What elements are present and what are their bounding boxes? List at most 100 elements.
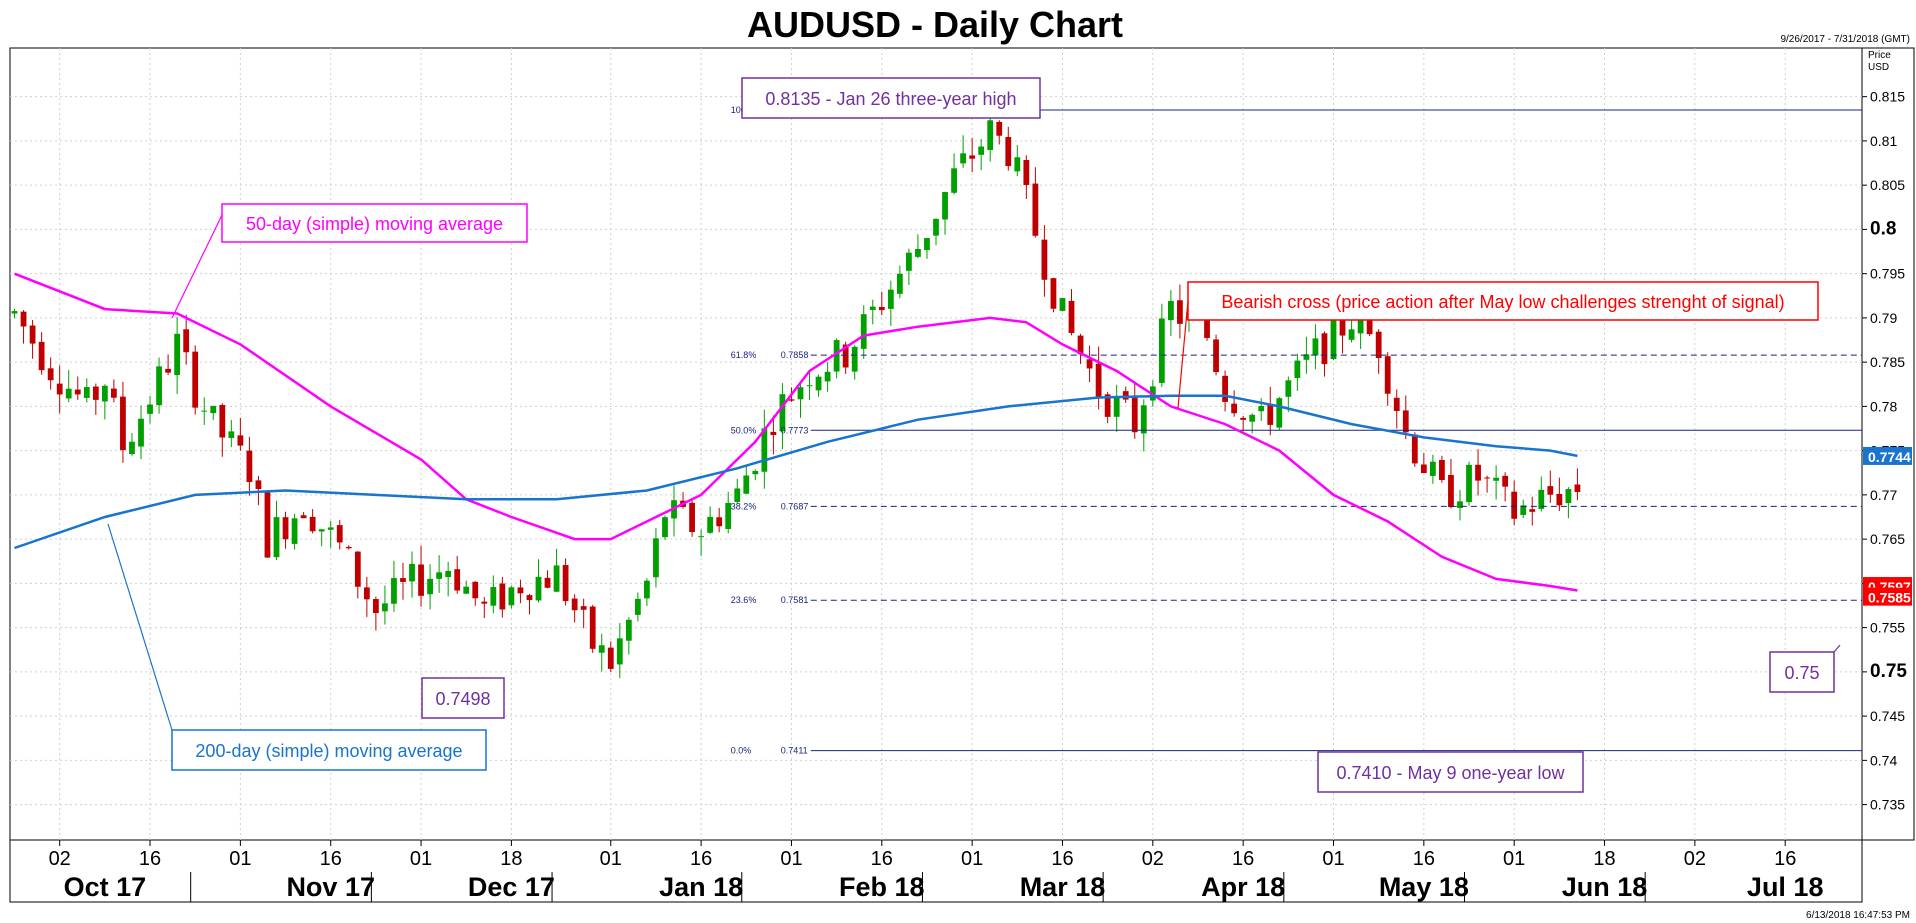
candle-down [1122,391,1129,400]
candle-up [1059,298,1066,311]
candle-down [969,155,976,159]
candle-up [634,598,641,615]
candle-down [454,569,461,591]
candle-up [644,580,650,599]
candle-up [508,587,515,606]
candle-down [418,564,424,596]
candle-down [562,565,569,602]
fib-percent-label: 0.0% [731,746,752,756]
candle-up [915,248,921,257]
annotation-text: 0.75 [1784,663,1819,683]
candle-down [1041,239,1048,280]
candle-down [74,389,81,395]
candle-down [1574,484,1581,493]
ma200-leader [107,523,173,731]
last-value-text: 0.7585 [1868,590,1911,606]
annotation-box [1769,651,1835,693]
bearish-cross-leader [1177,300,1189,409]
candle-down [571,598,578,611]
candle-down [372,599,379,614]
annotation-box [421,677,505,719]
y-tick-label: 0.795 [1870,266,1905,282]
candle-down [237,435,244,446]
candle-up [291,518,298,544]
date-range: 9/26/2017 - 7/31/2018 (GMT) [1780,34,1910,45]
candle-up [1258,406,1265,412]
candle-down [309,516,316,532]
candle-down [770,431,777,436]
x-day-label: 16 [1051,848,1073,870]
time-axis-panel [9,839,1863,903]
candle-up [707,516,714,533]
candle-down [165,368,171,373]
candle-down [56,383,63,395]
candle-down [1420,464,1427,474]
candle-up [815,376,822,391]
candle-down [842,344,849,368]
candle-up [761,428,768,472]
candle-down [472,581,479,599]
candle-up [869,306,876,310]
candle-down [29,325,36,344]
candle-up [327,527,334,530]
candle-down [92,386,99,400]
candle-up [1565,489,1572,504]
candle-up [201,410,208,412]
x-month-label: Dec 17 [468,872,555,902]
candles [11,109,1581,679]
candle-up [273,517,280,558]
candle-up [833,340,840,372]
x-month-label: Oct 17 [64,872,147,902]
timestamp: 6/13/2018 16:47:53 PM [1806,910,1910,921]
fib-value-label: 0.7773 [781,425,809,435]
candle-up [725,502,732,529]
candle-up [409,563,415,582]
candle-down [120,396,126,451]
candle-up [147,404,153,414]
candle-down [336,525,343,543]
candle-up [960,153,966,164]
x-month-label: Jul 18 [1747,872,1824,902]
x-day-label: 01 [1503,848,1525,870]
candle-down [183,329,190,353]
candle-up [779,394,786,432]
last-value-badge [1863,587,1912,606]
candle-down [1032,183,1039,236]
candle-down [1547,486,1554,495]
y-tick-label: 0.785 [1870,354,1905,370]
y-tick-label: 0.81 [1870,133,1897,149]
candle-down [111,388,117,398]
price-axis-label: Price [1868,50,1891,61]
fib-value-label: 0.7858 [781,350,809,360]
candle-down [1095,363,1102,397]
candle-down [363,587,370,600]
fib-value-label: 0.7581 [781,595,809,605]
candle-up [138,418,144,447]
candle-down [1366,313,1373,335]
candle-up [951,168,957,193]
candle-down [1411,434,1418,464]
candle-down [1104,394,1111,417]
candle-up [445,570,452,578]
candle-up [1303,354,1310,360]
y-tick-label: 0.815 [1870,89,1905,105]
candle-down [354,551,361,587]
annotation-box [741,77,1041,119]
x-month-label: Feb 18 [839,872,925,902]
candle-down [1339,313,1346,336]
candle-down [544,577,551,588]
candle-up [1520,505,1527,515]
candle-up [427,578,433,595]
candle-down [1005,136,1012,167]
candle-down [300,515,307,519]
candle-up [463,586,470,594]
fib-percent-label: 23.6% [731,595,757,605]
candle-down [219,405,226,438]
candle-up [1493,477,1500,481]
candle-down [689,502,695,533]
candle-down [878,306,885,311]
candle-down [580,606,587,610]
y-tick-label: 0.745 [1870,708,1905,724]
x-day-label: 18 [500,848,522,870]
candle-up [436,572,443,579]
